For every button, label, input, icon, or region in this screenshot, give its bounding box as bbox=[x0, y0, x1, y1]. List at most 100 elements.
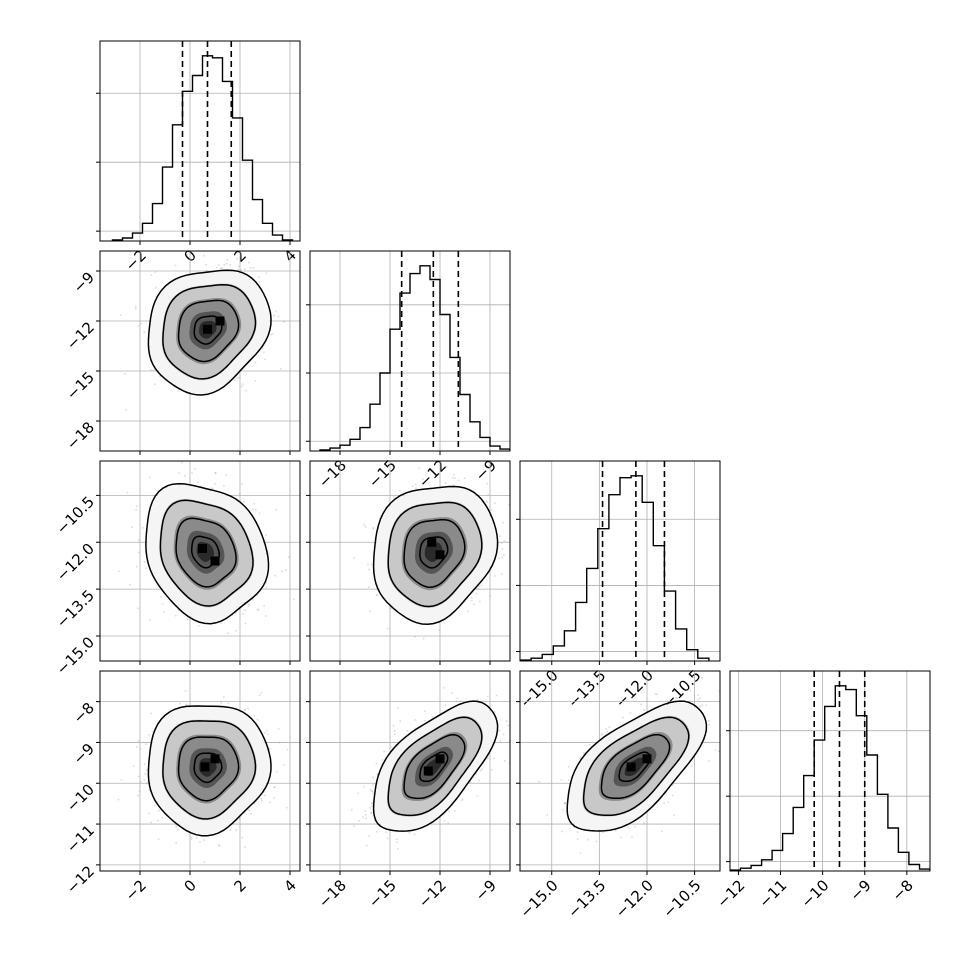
scatter-point bbox=[215, 472, 217, 474]
scatter-point bbox=[253, 503, 256, 505]
scatter-point bbox=[137, 539, 140, 542]
scatter-point bbox=[241, 483, 243, 485]
scatter-point bbox=[274, 574, 276, 577]
scatter-point bbox=[478, 585, 480, 587]
scatter-point bbox=[225, 262, 228, 265]
scatter-point bbox=[494, 502, 496, 505]
contour-line bbox=[387, 501, 483, 608]
x-tick-label: −12.0 bbox=[612, 666, 657, 711]
contour-line bbox=[175, 517, 237, 588]
scatter-point bbox=[238, 377, 241, 379]
density-layer bbox=[120, 241, 285, 411]
scatter-point bbox=[144, 773, 147, 775]
scatter-point bbox=[411, 485, 414, 487]
scatter-point bbox=[177, 828, 179, 831]
scatter-point bbox=[175, 824, 178, 827]
scatter-point bbox=[475, 587, 477, 590]
scatter-point bbox=[194, 468, 197, 470]
scatter-point bbox=[143, 561, 146, 563]
scatter-point bbox=[186, 618, 188, 620]
scatter-point bbox=[244, 609, 246, 611]
panel-1-0 bbox=[96, 241, 301, 455]
scatter-point bbox=[415, 483, 417, 486]
scatter-point bbox=[145, 567, 148, 569]
scatter-point bbox=[186, 254, 188, 256]
scatter-point bbox=[240, 385, 243, 388]
scatter-point bbox=[143, 763, 146, 765]
y-tick-label: −10.5 bbox=[53, 493, 98, 538]
panel-0-0 bbox=[96, 40, 301, 245]
scatter-point bbox=[467, 610, 469, 612]
contour-line bbox=[147, 269, 272, 396]
x-tick-label: −15.0 bbox=[516, 666, 561, 711]
scatter-point bbox=[220, 622, 223, 624]
scatter-point bbox=[137, 551, 140, 554]
grid bbox=[100, 41, 300, 241]
scatter-point bbox=[477, 587, 480, 590]
scatter-point bbox=[263, 605, 265, 607]
scatter-point bbox=[486, 482, 488, 485]
scatter-point bbox=[375, 542, 377, 544]
scatter-point bbox=[244, 603, 247, 606]
scatter-point bbox=[501, 548, 504, 550]
scatter-point bbox=[277, 315, 280, 318]
density-layer bbox=[118, 461, 295, 634]
scatter-point bbox=[225, 474, 227, 476]
scatter-point bbox=[214, 472, 216, 474]
density-peak bbox=[203, 324, 212, 334]
scatter-point bbox=[265, 587, 268, 590]
scatter-point bbox=[237, 265, 240, 268]
scatter-point bbox=[210, 487, 213, 489]
scatter-point bbox=[205, 264, 207, 266]
scatter-point bbox=[500, 573, 503, 575]
scatter-point bbox=[288, 556, 290, 558]
scatter-point bbox=[377, 527, 380, 530]
scatter-point bbox=[264, 358, 266, 361]
density-peak bbox=[435, 550, 445, 560]
scatter-point bbox=[454, 477, 456, 479]
scatter-point bbox=[174, 264, 177, 267]
scatter-point bbox=[249, 267, 252, 269]
scatter-point bbox=[364, 526, 367, 528]
scatter-point bbox=[368, 586, 370, 588]
scatter-point bbox=[237, 268, 239, 271]
histogram-step bbox=[111, 55, 294, 241]
scatter-point bbox=[414, 636, 416, 638]
scatter-point bbox=[489, 595, 491, 597]
scatter-point bbox=[452, 484, 455, 486]
scatter-point bbox=[150, 274, 152, 276]
scatter-point bbox=[452, 477, 454, 479]
scatter-point bbox=[152, 369, 155, 371]
scatter-point bbox=[248, 604, 251, 606]
scatter-point bbox=[212, 488, 214, 490]
grid bbox=[520, 461, 720, 661]
scatter-point bbox=[154, 365, 157, 368]
scatter-point bbox=[390, 607, 392, 610]
scatter-point bbox=[216, 241, 218, 243]
scatter-point bbox=[154, 286, 157, 289]
scatter-point bbox=[137, 607, 139, 610]
scatter-point bbox=[159, 375, 162, 377]
histogram-step bbox=[520, 475, 710, 661]
scatter-point bbox=[265, 272, 268, 274]
scatter-point bbox=[273, 314, 275, 317]
scatter-point bbox=[135, 565, 138, 568]
scatter-point bbox=[240, 269, 243, 271]
scatter-point bbox=[422, 637, 425, 640]
scatter-point bbox=[494, 575, 496, 577]
scatter-point bbox=[256, 594, 259, 597]
axes-frame bbox=[309, 250, 511, 452]
scatter-point bbox=[241, 383, 244, 385]
scatter-point bbox=[126, 491, 129, 494]
scatter-point bbox=[372, 527, 375, 530]
density-peak bbox=[198, 544, 207, 553]
scatter-point bbox=[198, 625, 200, 627]
scatter-point bbox=[242, 613, 244, 615]
scatter-point bbox=[215, 266, 218, 269]
scatter-point bbox=[250, 813, 252, 815]
scatter-point bbox=[293, 598, 295, 601]
scatter-point bbox=[438, 629, 441, 631]
scatter-point bbox=[234, 612, 237, 614]
scatter-point bbox=[141, 527, 144, 529]
scatter-point bbox=[205, 489, 207, 491]
